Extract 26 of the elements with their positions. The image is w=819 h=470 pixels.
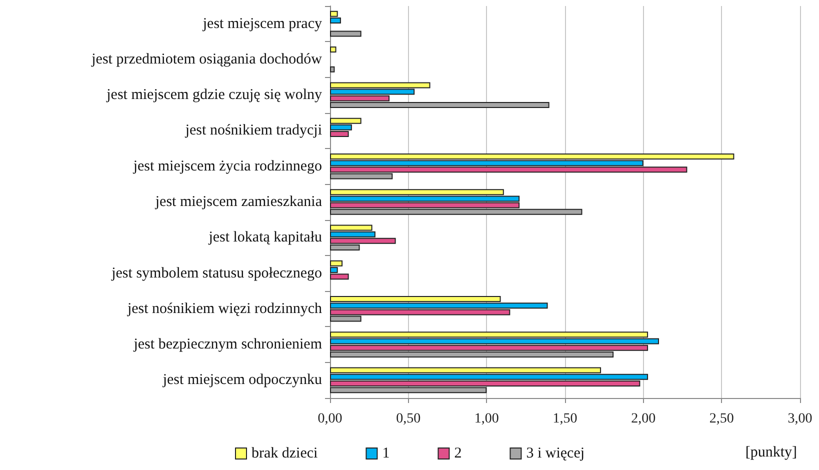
y-tick-label: jest miejscem zamieszkania [154,194,322,210]
y-tick-label: jest miejscem gdzie czuję się wolny [106,87,322,104]
y-tick-label: jest miejscem pracy [202,16,322,32]
x-tick-label: 1,00 [474,412,499,426]
x-tick-label: 2,00 [631,412,656,426]
y-tick-label: jest symbolem statusu społecznego [110,265,322,282]
x-axis-title: [punkty] [745,444,798,460]
y-tick-label: jest miejscem odpoczynku [162,372,322,388]
x-tick-label: 1,50 [552,412,578,426]
y-tick-label: jest nośnikiem tradycji [184,122,322,139]
x-tick-label: 0,50 [396,412,421,426]
y-tick-label: jest bezpiecznym schronieniem [132,336,322,353]
bar [330,46,336,53]
legend-label: 1 [382,446,390,462]
x-tick-label: 3,00 [788,412,812,426]
bar [330,30,362,37]
legend-label: brak dzieci [252,446,318,462]
y-tick-label: jest przedmiotem osiągania dochodów [90,51,322,68]
y-tick-label: jest miejscem życia rodzinnego [132,158,322,174]
x-tick-label: 0,00 [318,412,342,426]
bar [330,66,335,72]
legend-label: 3 i więcej [526,446,585,462]
x-tick-label: 2,50 [709,412,734,426]
legend-label: 2 [454,446,462,462]
y-tick-label: jest nośnikiem więzi rodzinnych [126,300,322,317]
y-tick-label: jest lokatą kapitału [208,230,322,246]
